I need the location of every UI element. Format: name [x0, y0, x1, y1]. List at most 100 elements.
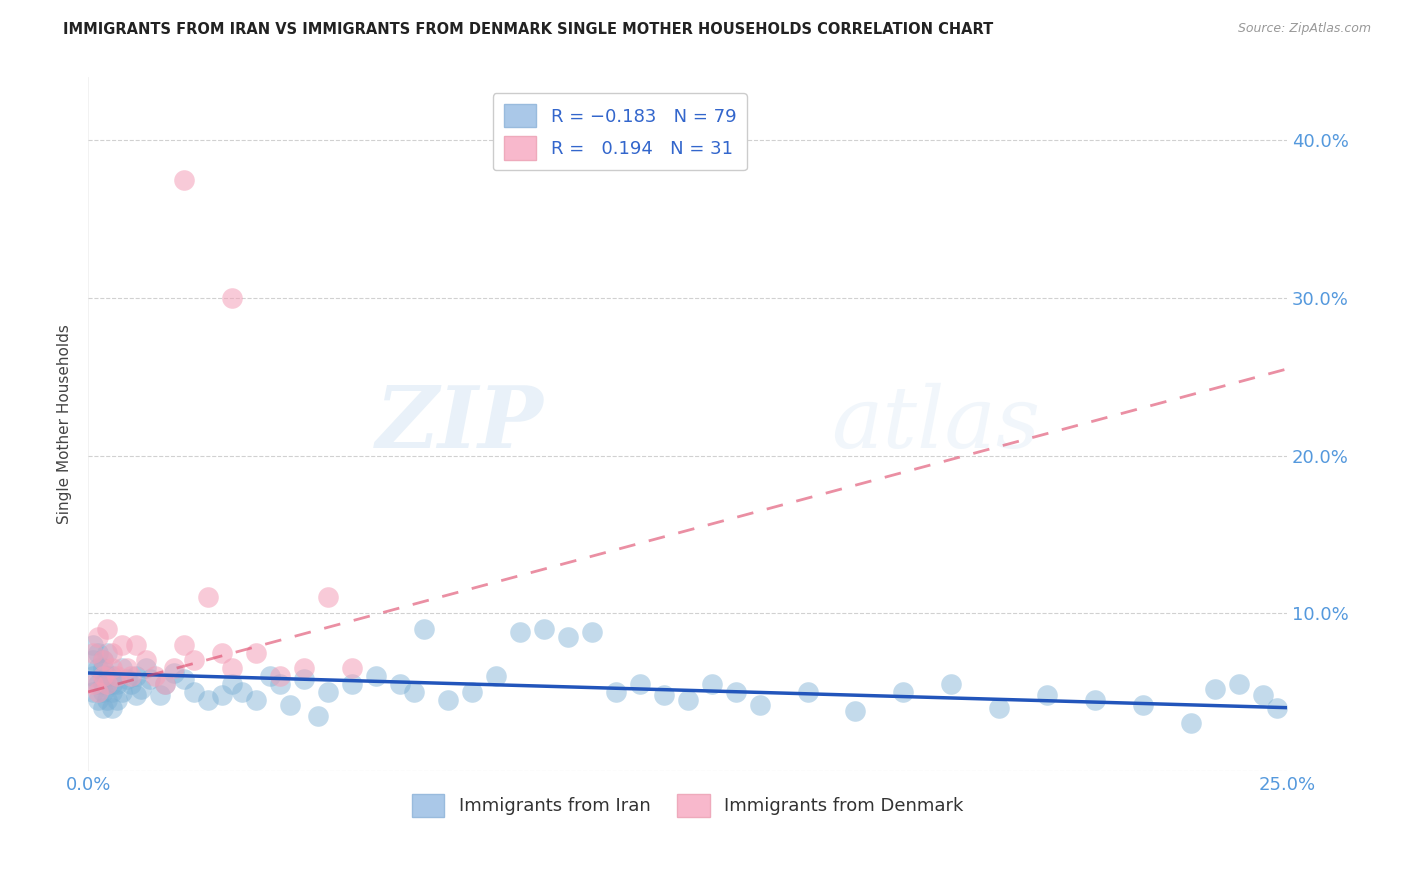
Point: [269, 677, 291, 691]
Point: [125, 688, 148, 702]
Point: [221, 677, 243, 691]
Point: [221, 661, 243, 675]
Text: Source: ZipAtlas.com: Source: ZipAtlas.com: [1237, 22, 1371, 36]
Point: [340, 661, 363, 675]
Point: [231, 685, 253, 699]
Point: [628, 677, 651, 691]
Point: [581, 625, 603, 640]
Point: [605, 685, 627, 699]
Point: [82, 653, 104, 667]
Point: [292, 673, 315, 687]
Point: [197, 591, 219, 605]
Point: [96, 622, 118, 636]
Point: [105, 669, 128, 683]
Point: [1251, 688, 1274, 702]
Point: [796, 685, 818, 699]
Legend: Immigrants from Iran, Immigrants from Denmark: Immigrants from Iran, Immigrants from De…: [405, 787, 972, 824]
Point: [183, 685, 205, 699]
Point: [87, 677, 110, 691]
Point: [245, 646, 267, 660]
Point: [91, 677, 114, 691]
Point: [340, 677, 363, 691]
Point: [125, 669, 148, 683]
Point: [82, 669, 104, 683]
Point: [115, 673, 138, 687]
Point: [1084, 693, 1107, 707]
Point: [91, 653, 114, 667]
Point: [278, 698, 301, 712]
Point: [893, 685, 915, 699]
Point: [259, 669, 281, 683]
Point: [101, 685, 124, 699]
Point: [82, 685, 104, 699]
Point: [163, 661, 186, 675]
Point: [509, 625, 531, 640]
Point: [748, 698, 770, 712]
Point: [87, 630, 110, 644]
Point: [412, 622, 434, 636]
Point: [183, 653, 205, 667]
Point: [388, 677, 411, 691]
Point: [101, 669, 124, 683]
Point: [101, 700, 124, 714]
Point: [245, 693, 267, 707]
Point: [101, 646, 124, 660]
Point: [269, 669, 291, 683]
Text: ZIP: ZIP: [375, 383, 544, 466]
Point: [724, 685, 747, 699]
Point: [316, 685, 339, 699]
Point: [1267, 700, 1289, 714]
Point: [82, 646, 104, 660]
Point: [91, 661, 114, 675]
Text: IMMIGRANTS FROM IRAN VS IMMIGRANTS FROM DENMARK SINGLE MOTHER HOUSEHOLDS CORRELA: IMMIGRANTS FROM IRAN VS IMMIGRANTS FROM …: [63, 22, 994, 37]
Point: [135, 653, 157, 667]
Point: [173, 673, 195, 687]
Point: [143, 669, 166, 683]
Point: [82, 677, 104, 691]
Point: [111, 661, 134, 675]
Point: [485, 669, 508, 683]
Point: [87, 693, 110, 707]
Point: [1132, 698, 1154, 712]
Point: [87, 646, 110, 660]
Point: [120, 669, 142, 683]
Point: [111, 638, 134, 652]
Point: [105, 677, 128, 691]
Point: [533, 622, 555, 636]
Point: [105, 693, 128, 707]
Point: [1180, 716, 1202, 731]
Point: [91, 669, 114, 683]
Point: [461, 685, 484, 699]
Point: [1204, 681, 1226, 696]
Point: [125, 638, 148, 652]
Point: [173, 638, 195, 652]
Y-axis label: Single Mother Households: Single Mother Households: [58, 324, 72, 524]
Point: [96, 646, 118, 660]
Point: [557, 630, 579, 644]
Point: [1036, 688, 1059, 702]
Point: [404, 685, 426, 699]
Point: [153, 677, 176, 691]
Point: [87, 685, 110, 699]
Point: [82, 638, 104, 652]
Point: [101, 661, 124, 675]
Point: [135, 661, 157, 675]
Point: [941, 677, 963, 691]
Point: [844, 704, 866, 718]
Point: [139, 673, 162, 687]
Point: [316, 591, 339, 605]
Point: [96, 677, 118, 691]
Point: [153, 677, 176, 691]
Point: [96, 669, 118, 683]
Point: [129, 681, 152, 696]
Point: [211, 646, 233, 660]
Point: [652, 688, 675, 702]
Point: [364, 669, 387, 683]
Point: [221, 291, 243, 305]
Point: [101, 677, 124, 691]
Point: [307, 708, 329, 723]
Point: [91, 700, 114, 714]
Point: [111, 685, 134, 699]
Point: [988, 700, 1011, 714]
Point: [96, 693, 118, 707]
